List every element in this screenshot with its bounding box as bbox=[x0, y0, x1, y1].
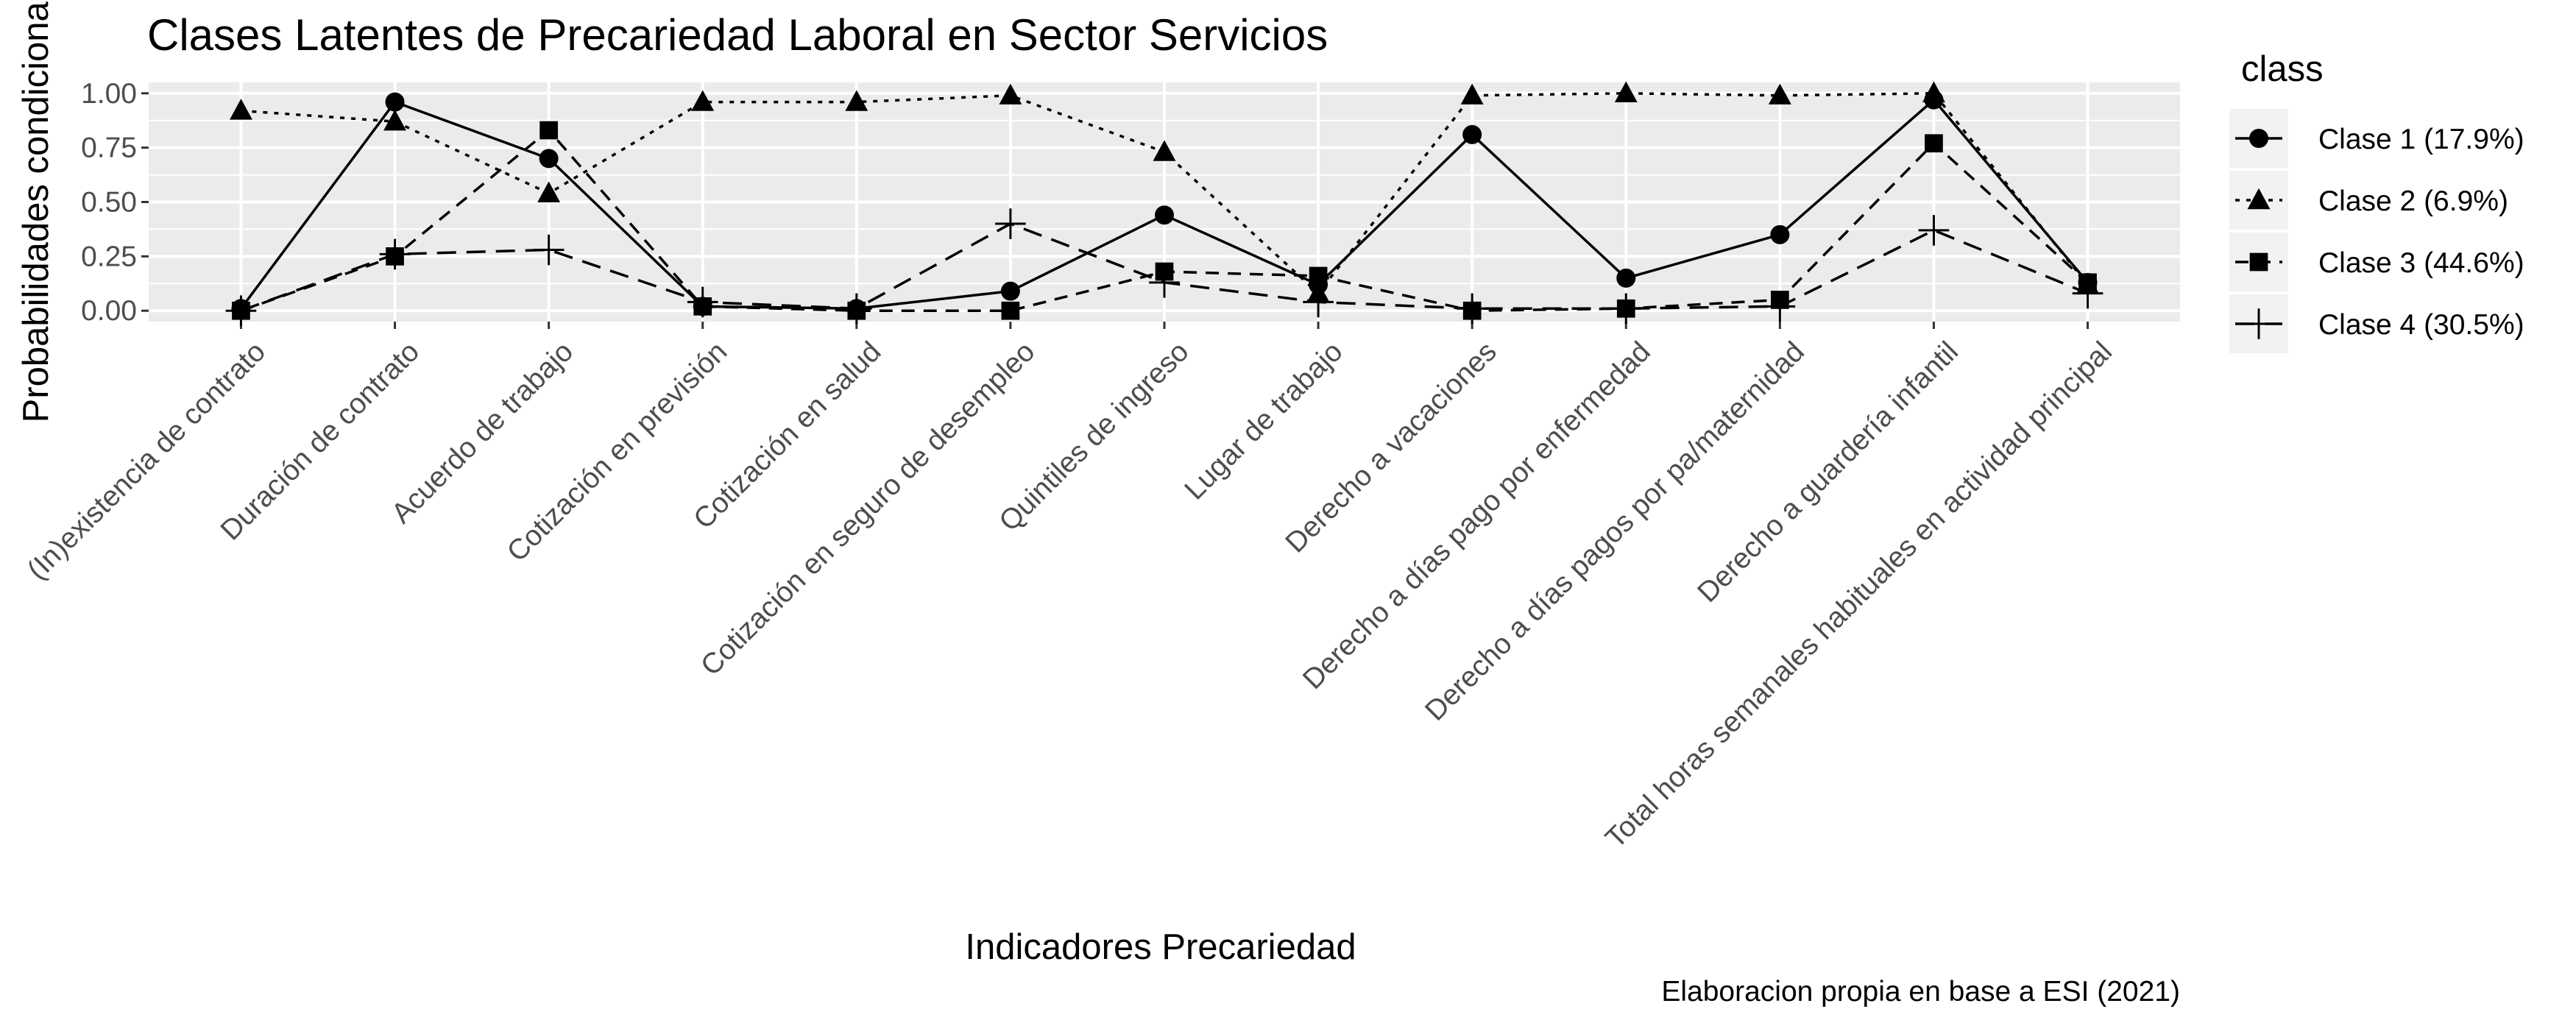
data-point bbox=[1764, 291, 1796, 322]
data-point bbox=[1616, 268, 1636, 288]
data-point bbox=[1462, 124, 1482, 144]
x-axis-label: Indicadores Precariedad bbox=[965, 927, 1356, 967]
x-tick-label: Total horas semanales habituales en acti… bbox=[1599, 336, 2118, 854]
legend-title: class bbox=[2241, 49, 2324, 89]
legend-key-marker bbox=[2249, 129, 2268, 148]
y-tick-label: 0.00 bbox=[81, 295, 137, 327]
data-point bbox=[1922, 81, 1945, 102]
chart-title: Clases Latentes de Precariedad Laboral e… bbox=[147, 10, 1328, 60]
data-point bbox=[1614, 81, 1638, 102]
chart-caption: Elaboracion propia en base a ESI (2021) bbox=[1661, 976, 2180, 1008]
data-point bbox=[841, 293, 872, 325]
x-tick-label: Cotización en seguro de desempleo bbox=[695, 336, 1041, 681]
data-point bbox=[537, 181, 561, 202]
y-tick-label: 0.75 bbox=[81, 132, 137, 164]
legend-label: Clase 3 (44.6%) bbox=[2318, 247, 2524, 279]
data-point bbox=[1303, 286, 1334, 318]
data-point bbox=[539, 149, 559, 169]
x-tick-label: (In)existencia de contrato bbox=[21, 336, 272, 586]
plot-area: 0.00 0.25 0.50 0.75 1.00 (In)existencia de co… bbox=[21, 78, 2180, 854]
data-point bbox=[687, 286, 718, 318]
y-tick-label: 0.50 bbox=[81, 187, 137, 219]
legend-label: Clase 2 (6.9%) bbox=[2318, 185, 2508, 217]
data-point bbox=[1153, 140, 1176, 161]
data-point bbox=[1925, 134, 1943, 153]
data-point bbox=[1001, 301, 1020, 320]
x-tick-label: Lugar de trabajo bbox=[1178, 336, 1348, 506]
data-point bbox=[379, 238, 411, 270]
legend-label: Clase 4 (30.5%) bbox=[2318, 309, 2524, 341]
data-point bbox=[1460, 83, 1484, 105]
data-point bbox=[1149, 267, 1180, 298]
data-point bbox=[995, 208, 1026, 239]
data-point bbox=[1000, 281, 1020, 301]
data-point bbox=[230, 99, 252, 120]
legend-key-marker bbox=[2243, 308, 2274, 339]
data-point bbox=[1768, 83, 1791, 105]
data-point bbox=[1770, 224, 1790, 244]
y-tick-label: 1.00 bbox=[81, 78, 137, 110]
legend-key-marker bbox=[2247, 188, 2271, 210]
y-tick-label: 0.25 bbox=[81, 241, 137, 272]
data-point bbox=[999, 83, 1022, 105]
data-point bbox=[1155, 205, 1174, 225]
data-point bbox=[845, 90, 868, 111]
data-point bbox=[2072, 277, 2103, 309]
data-point bbox=[691, 90, 715, 111]
series-4 bbox=[225, 208, 2103, 327]
data-point bbox=[539, 121, 558, 140]
data-point bbox=[1457, 293, 1487, 325]
legend-label: Clase 1 (17.9%) bbox=[2318, 124, 2524, 155]
x-tick-label: Derecho a días pago por enfermedad bbox=[1297, 336, 1657, 695]
data-point bbox=[1610, 293, 1642, 325]
data-point bbox=[385, 92, 405, 112]
y-axis-label: Probabilidades condicionales bbox=[16, 0, 56, 422]
data-point bbox=[533, 234, 565, 266]
data-point bbox=[383, 109, 406, 131]
legend-key-marker bbox=[2249, 252, 2268, 272]
legend: Clase 1 (17.9%) Clase 2 (6.9%) Clase 3 (44… bbox=[2229, 109, 2524, 353]
data-point bbox=[1309, 266, 1328, 286]
x-tick-label: Derecho a guardería infantil bbox=[1691, 336, 1964, 609]
data-point bbox=[1918, 215, 1950, 246]
data-point bbox=[225, 295, 257, 327]
series-2 bbox=[230, 81, 2099, 302]
